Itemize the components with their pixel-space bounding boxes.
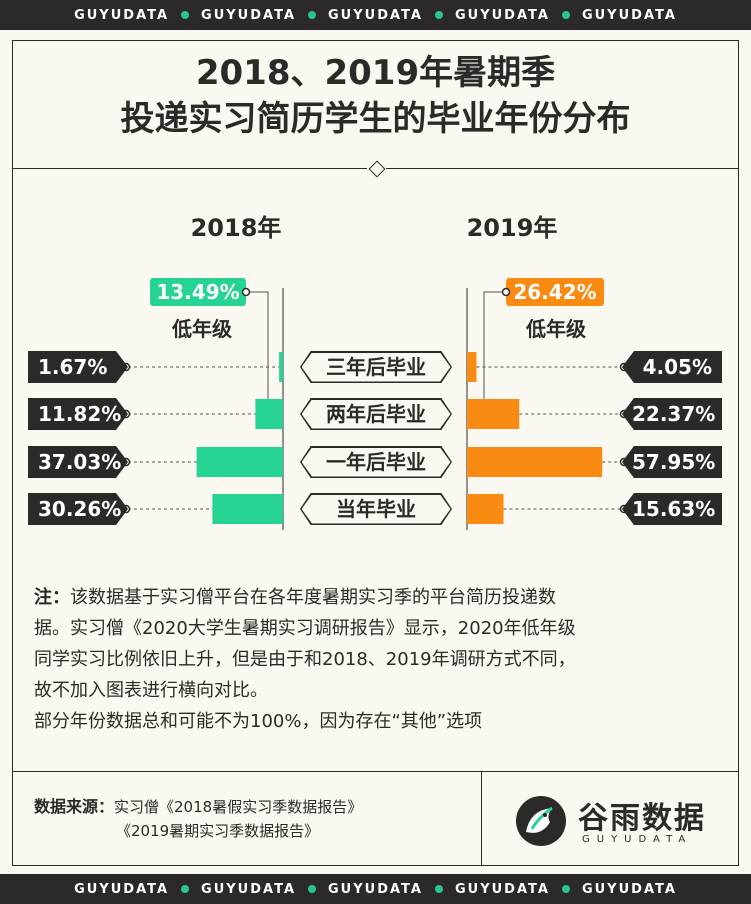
leader-dot bbox=[241, 287, 251, 297]
top-band: GUYUDATA GUYUDATA GUYUDATA GUYUDATA GUYU… bbox=[0, 0, 751, 30]
leader-2018 bbox=[246, 291, 269, 420]
bottom-band: GUYUDATA GUYUDATA GUYUDATA GUYUDATA GUYU… bbox=[0, 874, 751, 904]
footer-divider bbox=[12, 771, 739, 772]
bar-2019 bbox=[467, 447, 603, 477]
value-2018-row-4: 30.26% bbox=[28, 493, 128, 525]
value-2018-row-1: 1.67% bbox=[28, 351, 128, 383]
note-line-2: 据。实习僧《2020大学生暑期实习调研报告》显示，2020年低年级 bbox=[34, 618, 576, 639]
band-word: GUYUDATA bbox=[201, 7, 297, 23]
band-dot bbox=[308, 11, 317, 19]
low-grade-2019-label: 低年级 bbox=[526, 317, 586, 341]
value-2018-row-3: 37.03% bbox=[28, 446, 128, 478]
band-dot bbox=[434, 11, 443, 19]
bar-2018 bbox=[196, 447, 283, 477]
band-word: GUYUDATA bbox=[454, 7, 550, 23]
title-rule-right bbox=[386, 168, 739, 169]
band-word: GUYUDATA bbox=[74, 7, 170, 23]
category-label: 两年后毕业 bbox=[326, 402, 426, 426]
band-word: GUYUDATA bbox=[328, 881, 423, 897]
band-dot bbox=[181, 11, 190, 19]
low-grade-2019-value: 26.42% bbox=[506, 278, 604, 306]
value-2019-row-2: 22.37% bbox=[622, 398, 722, 430]
bar-2019 bbox=[467, 494, 504, 524]
category-label: 当年毕业 bbox=[336, 497, 416, 521]
title-line-2: 投递实习简历学生的毕业年份分布 bbox=[120, 99, 631, 139]
bar-2018 bbox=[212, 494, 283, 524]
page-title: 2018、2019年暑期季 投递实习简历学生的毕业年份分布 bbox=[0, 50, 751, 142]
year-2019-label: 2019年 bbox=[466, 214, 558, 242]
note-line-5: 部分年份数据总和可能不为100%，因为存在“其他”选项 bbox=[34, 711, 483, 732]
logo-name: 谷雨数据 bbox=[578, 801, 706, 836]
content-frame bbox=[12, 40, 739, 866]
band-word: GUYUDATA bbox=[581, 881, 677, 897]
source-line-1: 实习僧《2018暑假实习季数据报告》 bbox=[114, 798, 363, 816]
value-2019-row-3: 57.95% bbox=[622, 446, 722, 478]
leader-dot bbox=[501, 287, 511, 297]
bar-2019 bbox=[467, 399, 520, 429]
category-row-1: 三年后毕业 bbox=[300, 351, 452, 383]
low-grade-2018-label: 低年级 bbox=[172, 317, 232, 341]
note-line-4: 故不加入图表进行横向对比。 bbox=[34, 680, 268, 701]
category-row-2: 两年后毕业 bbox=[300, 398, 452, 430]
bar-2019 bbox=[467, 352, 477, 382]
band-dot bbox=[308, 885, 317, 893]
year-2018-label: 2018年 bbox=[190, 214, 282, 242]
title-line-1: 2018、2019年暑期季 bbox=[195, 53, 556, 93]
band-dot bbox=[561, 885, 570, 893]
band-dot bbox=[181, 885, 190, 893]
logo-subtitle: GUYUDATA bbox=[582, 834, 693, 845]
source-label: 数据来源： bbox=[34, 797, 115, 816]
bar-2018 bbox=[279, 352, 283, 382]
band-word: GUYUDATA bbox=[581, 7, 677, 23]
note-line-1: 该数据基于实习僧平台在各年度暑期实习季的平台简历投递数 bbox=[70, 587, 556, 608]
footer-vertical-divider bbox=[481, 771, 482, 866]
footnote: 注：该数据基于实习僧平台在各年度暑期实习季的平台简历投递数 据。实习僧《2020… bbox=[34, 582, 724, 737]
band-dot bbox=[561, 11, 570, 19]
category-label: 一年后毕业 bbox=[326, 450, 426, 474]
leader-2019 bbox=[483, 291, 506, 420]
band-word: GUYUDATA bbox=[328, 7, 423, 23]
note-line-3: 同学实习比例依旧上升，但是由于和2018、2019年调研方式不同， bbox=[34, 649, 576, 670]
category-label: 三年后毕业 bbox=[326, 355, 426, 379]
band-word: GUYUDATA bbox=[201, 881, 297, 897]
value-2018-row-2: 11.82% bbox=[28, 398, 128, 430]
title-rule-left bbox=[12, 168, 367, 169]
logo-bird-icon bbox=[516, 796, 566, 846]
category-row-4: 当年毕业 bbox=[300, 493, 452, 525]
band-word: GUYUDATA bbox=[74, 881, 170, 897]
band-dot bbox=[434, 885, 443, 893]
value-2019-row-4: 15.63% bbox=[622, 493, 722, 525]
bar-chart bbox=[121, 287, 629, 530]
category-row-3: 一年后毕业 bbox=[300, 446, 452, 478]
note-prefix: 注： bbox=[34, 587, 70, 608]
bar-2018 bbox=[255, 399, 283, 429]
band-word: GUYUDATA bbox=[454, 881, 550, 897]
low-grade-2018-value: 13.49% bbox=[150, 278, 246, 306]
data-source: 数据来源：实习僧《2018暑假实习季数据报告》 《2019暑期实习季数据报告》 bbox=[34, 795, 362, 843]
value-2019-row-1: 4.05% bbox=[622, 351, 722, 383]
source-line-2: 《2019暑期实习季数据报告》 bbox=[116, 822, 320, 840]
